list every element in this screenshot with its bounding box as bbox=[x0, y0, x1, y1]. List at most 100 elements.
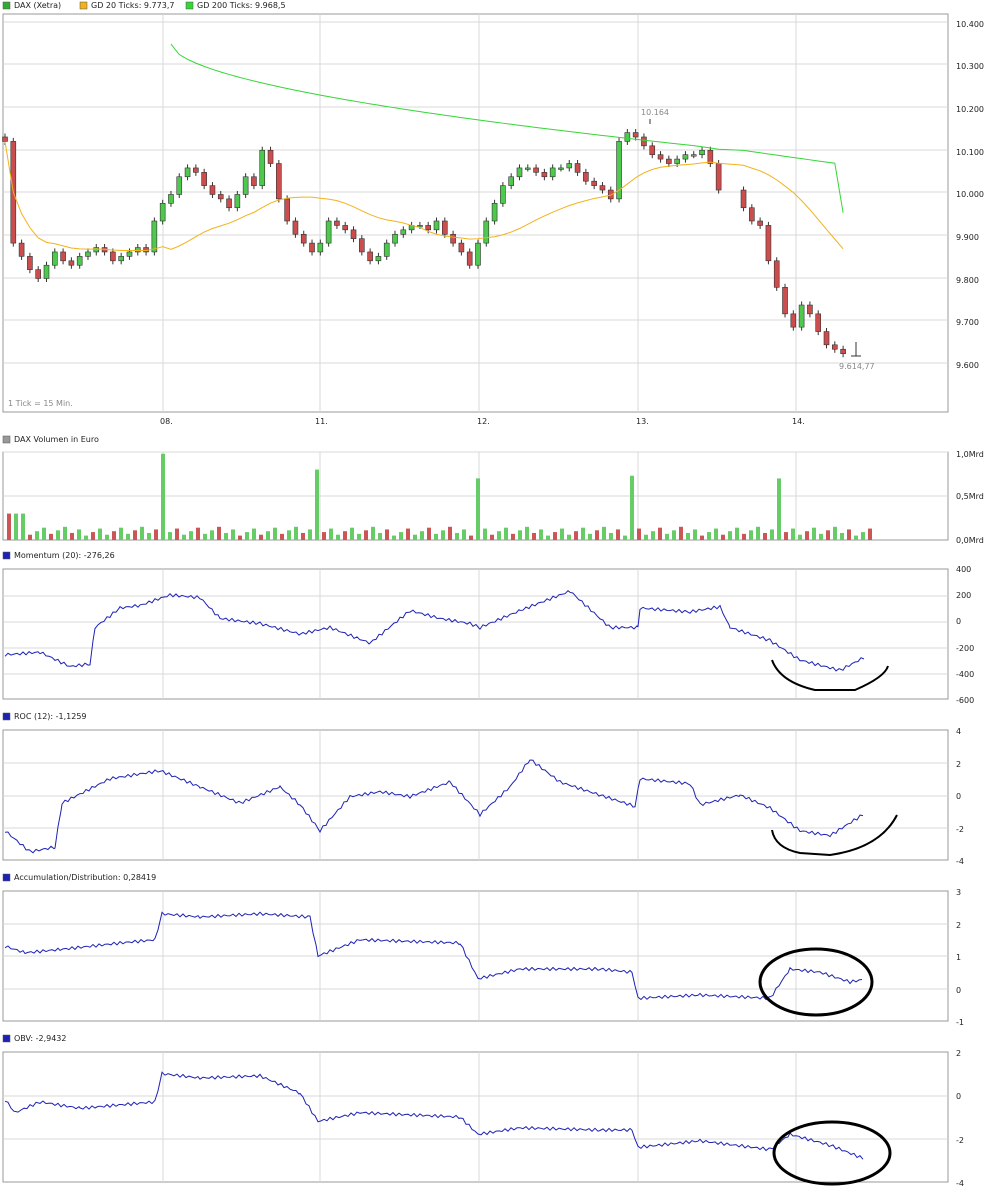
candle-body bbox=[176, 176, 183, 195]
candle-body bbox=[616, 141, 622, 200]
volume-bar bbox=[259, 534, 263, 540]
volume-bar bbox=[707, 532, 711, 540]
candle-body bbox=[549, 167, 556, 178]
obv-tick: -4 bbox=[956, 1179, 964, 1188]
ad-annotation-circle bbox=[758, 947, 874, 1017]
candle-body bbox=[342, 225, 349, 231]
legend-obv: OBV: -2,9432 bbox=[14, 1034, 66, 1043]
volume-bar bbox=[350, 527, 354, 540]
obv-panel: OBV: -2,9432 2 0 -2 -4 bbox=[2, 1034, 964, 1188]
obv-frame bbox=[2, 1051, 949, 1183]
volume-bar bbox=[35, 531, 39, 540]
volume-bar bbox=[308, 529, 312, 540]
volume-bar bbox=[140, 526, 144, 540]
candle-body bbox=[85, 251, 91, 257]
candle-body bbox=[666, 158, 672, 164]
volume-bar bbox=[434, 533, 438, 540]
price-tick: 10.100 bbox=[956, 148, 984, 157]
volume-bar bbox=[280, 533, 284, 540]
roc-tick: 2 bbox=[956, 760, 961, 769]
volume-bar bbox=[819, 533, 823, 540]
candle-body bbox=[234, 194, 241, 209]
candle-body bbox=[657, 154, 664, 160]
candle-body bbox=[840, 348, 846, 354]
candle-body bbox=[790, 313, 797, 328]
volume-bar bbox=[133, 530, 137, 540]
obv-line bbox=[4, 1071, 864, 1160]
candle-body bbox=[649, 145, 656, 155]
tick-interval-note: 1 Tick = 15 Min. bbox=[8, 399, 73, 408]
legend-swatch-sma200 bbox=[185, 1, 194, 10]
legend-volume: DAX Volumen in Euro bbox=[14, 435, 99, 444]
volume-bar bbox=[777, 478, 781, 540]
ad-panel: Accumulation/Distribution: 0,28419 3 2 1… bbox=[2, 873, 964, 1027]
volume-bar bbox=[497, 531, 501, 540]
obv-gridlines bbox=[3, 1052, 948, 1182]
volume-bar bbox=[392, 535, 396, 540]
volume-bar bbox=[714, 528, 718, 540]
candle-body bbox=[715, 163, 722, 191]
legend-momentum: Momentum (20): -276,26 bbox=[14, 551, 115, 560]
volume-bar bbox=[294, 526, 298, 540]
volume-bar bbox=[210, 530, 214, 540]
candle-body bbox=[690, 154, 697, 157]
candle-body bbox=[350, 229, 357, 239]
volume-bar bbox=[833, 526, 837, 540]
candle-body bbox=[284, 198, 290, 222]
volume-bar bbox=[679, 526, 683, 540]
legend-swatch-volume bbox=[2, 435, 11, 444]
volume-bar bbox=[28, 534, 32, 540]
volume-bar bbox=[105, 534, 109, 540]
volume-bar bbox=[224, 532, 228, 540]
volume-bar bbox=[7, 513, 11, 540]
x-label: 08. bbox=[160, 417, 173, 426]
volume-bar bbox=[406, 528, 410, 540]
volume-bar bbox=[721, 534, 725, 540]
candle-body bbox=[292, 220, 299, 235]
legend-swatch-sma20 bbox=[79, 1, 88, 10]
volume-bar bbox=[567, 534, 571, 540]
volume-bar bbox=[553, 532, 557, 540]
volume-bar bbox=[49, 533, 53, 540]
candle-body bbox=[325, 220, 332, 244]
candle-body bbox=[68, 260, 75, 266]
roc-tick: -4 bbox=[956, 857, 964, 866]
volume-bar bbox=[637, 528, 641, 540]
candle-body bbox=[583, 172, 589, 182]
volume-bar bbox=[623, 535, 627, 540]
ad-tick: -1 bbox=[956, 1018, 964, 1027]
momentum-tick: 200 bbox=[956, 591, 971, 600]
candle-body bbox=[815, 313, 822, 332]
volume-bar bbox=[448, 526, 452, 540]
x-label: 12. bbox=[477, 417, 490, 426]
price-frame bbox=[2, 13, 949, 413]
candle-body bbox=[334, 220, 340, 226]
candle-body bbox=[276, 163, 282, 200]
volume-tick: 0,0Mrd bbox=[956, 536, 984, 545]
candle-body bbox=[76, 256, 83, 266]
candle-body bbox=[765, 225, 772, 262]
volume-bar bbox=[770, 529, 774, 540]
candle-body bbox=[151, 220, 158, 253]
candle-body bbox=[782, 287, 788, 315]
volume-bar bbox=[588, 533, 592, 540]
volume-bar bbox=[252, 528, 256, 540]
volume-bar bbox=[861, 532, 865, 540]
volume-bar bbox=[385, 529, 389, 540]
candle-body bbox=[251, 176, 257, 186]
price-y-axis: 10.400 10.300 10.200 10.100 10.000 9.900… bbox=[956, 20, 984, 370]
volume-bar bbox=[427, 527, 431, 540]
volume-bar bbox=[168, 532, 172, 540]
candle-body bbox=[359, 238, 365, 253]
candle-body bbox=[475, 242, 481, 266]
candle-body bbox=[707, 149, 714, 164]
candle-body bbox=[682, 154, 689, 160]
volume-bar bbox=[56, 530, 60, 540]
legend-swatch-ad bbox=[2, 873, 11, 882]
candle-body bbox=[832, 344, 838, 350]
ad-line bbox=[4, 911, 863, 1001]
price-panel: DAX (Xetra) GD 20 Ticks: 9.773,7 GD 200 … bbox=[2, 1, 984, 426]
price-tick: 10.300 bbox=[956, 62, 984, 71]
volume-bar bbox=[238, 535, 242, 540]
momentum-tick: -200 bbox=[956, 644, 974, 653]
